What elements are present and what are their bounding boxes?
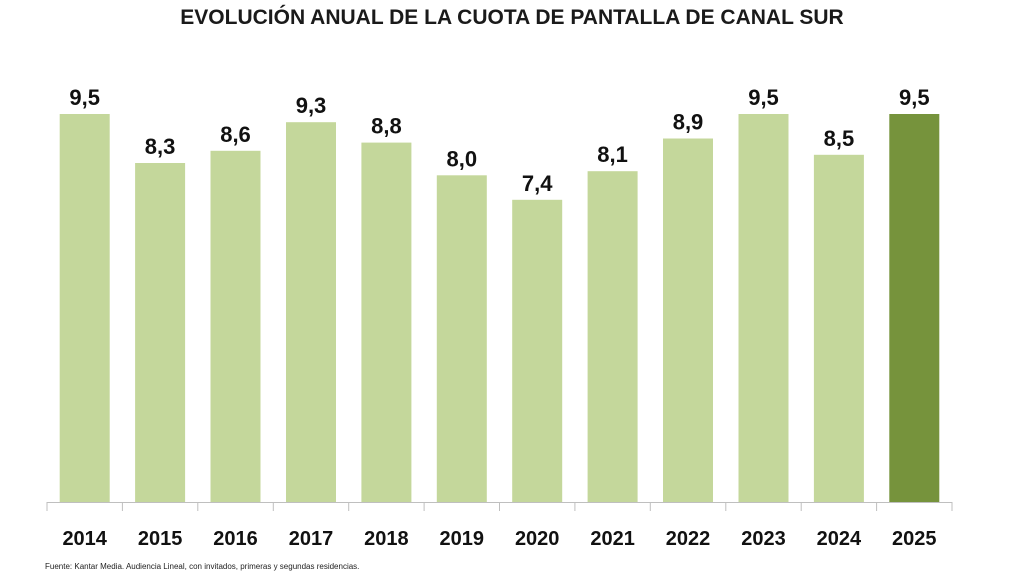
value-label-2021: 8,1 [597, 142, 628, 167]
value-label-2022: 8,9 [673, 110, 704, 135]
bar-2016 [210, 150, 261, 503]
bar-2024 [813, 154, 864, 503]
bar-2019 [436, 175, 487, 503]
x-tick-label-2017: 2017 [289, 528, 334, 550]
value-label-2025: 9,5 [899, 85, 930, 110]
x-tick-label-2021: 2021 [590, 528, 635, 550]
bar-2023 [738, 114, 789, 502]
chart-title: EVOLUCIÓN ANUAL DE LA CUOTA DE PANTALLA … [180, 6, 844, 29]
bar-2022 [663, 138, 713, 502]
value-label-2024: 8,5 [824, 126, 855, 151]
x-tick-label-2016: 2016 [213, 528, 258, 550]
bar-2018 [361, 142, 412, 502]
bar-2017 [286, 122, 336, 502]
bar-2020 [512, 199, 563, 503]
x-tick-label-2014: 2014 [62, 528, 107, 550]
bars-group [59, 114, 940, 503]
bar-2025 [889, 114, 940, 502]
value-label-2015: 8,3 [145, 134, 176, 159]
x-tick-label-2020: 2020 [515, 528, 560, 550]
x-tick-label-2015: 2015 [138, 528, 183, 550]
x-tick-label-2025: 2025 [892, 528, 937, 550]
value-label-2014: 9,5 [69, 85, 100, 110]
value-label-2018: 8,8 [371, 114, 402, 139]
x-tick-label-2019: 2019 [440, 528, 485, 550]
value-label-2019: 8,0 [447, 146, 478, 171]
x-tick-label-2023: 2023 [741, 528, 786, 550]
value-label-2017: 9,3 [296, 93, 327, 118]
x-tick-label-2024: 2024 [817, 528, 862, 550]
value-label-2023: 9,5 [748, 85, 779, 110]
bar-2015 [135, 163, 186, 502]
bar-2021 [587, 171, 638, 502]
value-label-2020: 7,4 [522, 171, 553, 196]
x-tick-label-2018: 2018 [364, 528, 409, 550]
bar-2014 [59, 114, 110, 502]
x-axis: 2014 2015 2016 2017 2018 2019 2020 2021 2022 2023… [46, 502, 953, 550]
value-labels-group: 9,5 8,3 8,6 9,3 8,8 8,0 7,4 8,1 8,9 9,5 8,5 9,5 [69, 85, 929, 196]
source-note: Fuente: Kantar Media. Audiencia Lineal, … [45, 562, 360, 571]
x-tick-label-2022: 2022 [666, 528, 711, 550]
value-label-2016: 8,6 [220, 122, 251, 147]
bar-chart: 9,5 8,3 8,6 9,3 8,8 8,0 7,4 8,1 8,9 9,5 8,5 9,5 201… [46, 85, 953, 550]
